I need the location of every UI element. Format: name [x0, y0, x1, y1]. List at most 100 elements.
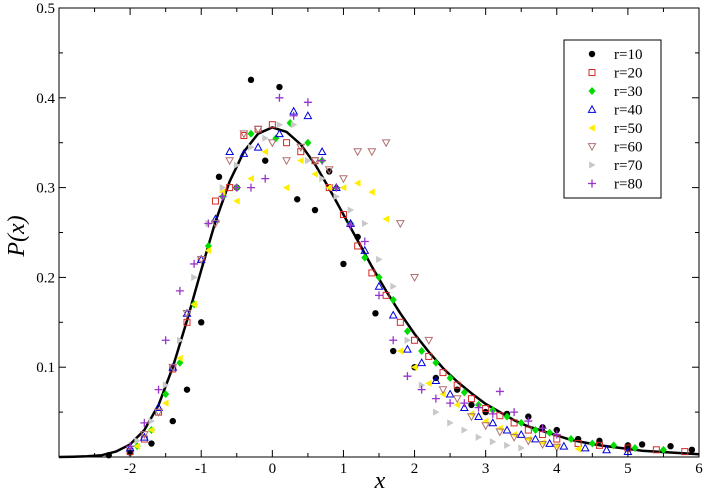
series-r=30 [133, 118, 667, 454]
x-tick-label: 2 [411, 461, 419, 477]
legend-label: r=70 [614, 158, 642, 174]
data-point [404, 336, 412, 344]
data-point [488, 418, 498, 427]
data-point [395, 220, 405, 229]
data-point [210, 214, 220, 223]
data-point [481, 422, 491, 431]
data-point [324, 166, 334, 175]
x-tick-label: -2 [124, 461, 137, 477]
data-point [154, 402, 164, 411]
data-point [290, 121, 298, 129]
data-point [482, 408, 489, 416]
data-point [424, 336, 434, 345]
data-point [396, 347, 404, 355]
data-point [248, 143, 255, 151]
data-point [294, 196, 301, 203]
data-point [176, 354, 183, 362]
data-point [367, 148, 377, 157]
data-point [466, 413, 476, 422]
data-point [376, 255, 383, 264]
data-point [425, 379, 432, 387]
data-point [410, 363, 418, 371]
legend-item: r=50 [588, 121, 642, 137]
y-tick-label: 0.5 [36, 1, 55, 17]
data-point [353, 148, 363, 157]
data-point [332, 183, 341, 192]
data-point [297, 157, 304, 165]
data-point [198, 319, 205, 326]
data-point [275, 93, 284, 102]
data-point [631, 444, 639, 453]
data-point [360, 245, 370, 254]
data-point [253, 125, 263, 134]
x-tick-label: 4 [553, 461, 561, 477]
data-point [354, 179, 361, 187]
data-point [267, 139, 277, 148]
data-point [432, 358, 440, 367]
data-point [247, 183, 255, 192]
data-point [524, 417, 533, 426]
data-point [276, 83, 283, 91]
data-point [482, 405, 490, 413]
legend-label: r=60 [614, 140, 642, 156]
data-point [226, 184, 234, 192]
data-point [474, 411, 484, 420]
data-point [553, 426, 560, 434]
series-r=80 [126, 93, 561, 451]
x-axis-title: x [374, 468, 386, 494]
data-point [417, 358, 427, 367]
data-point [524, 426, 532, 434]
data-point [447, 419, 454, 427]
data-point [346, 221, 355, 230]
data-point [652, 446, 660, 454]
data-point [183, 318, 191, 326]
data-point [381, 139, 391, 148]
data-point [659, 445, 667, 454]
data-point [610, 441, 618, 450]
data-point [253, 142, 263, 151]
data-point [204, 219, 213, 228]
data-point [168, 363, 178, 372]
data-point [531, 426, 539, 435]
data-point [303, 111, 313, 120]
data-point [452, 395, 462, 404]
data-point [382, 215, 389, 223]
data-point [418, 347, 426, 356]
series-r=70 [134, 121, 525, 452]
data-point [140, 418, 149, 427]
data-point [410, 274, 420, 283]
data-point [374, 281, 384, 290]
data-point [262, 157, 269, 164]
legend-marker [588, 179, 596, 188]
x-tick-label: 6 [695, 461, 703, 477]
data-point [504, 441, 511, 449]
data-point [489, 438, 497, 446]
legend-label: r=50 [614, 121, 642, 137]
data-point [688, 446, 696, 454]
data-point [233, 161, 241, 169]
data-point [538, 424, 547, 433]
data-point [339, 211, 347, 219]
legend-item: r=80 [588, 177, 642, 193]
data-point [431, 394, 440, 403]
legend-label: r=40 [614, 103, 642, 119]
data-point [361, 253, 369, 262]
data-point [495, 428, 505, 437]
data-point [311, 170, 318, 178]
data-point [154, 385, 163, 394]
data-point [233, 197, 240, 205]
data-point [340, 260, 347, 268]
legend-box [563, 39, 662, 199]
data-point [183, 386, 191, 393]
data-point [190, 259, 199, 268]
data-point [304, 138, 312, 147]
data-point [461, 426, 468, 434]
data-point [559, 441, 569, 450]
data-point [311, 206, 319, 214]
legend-item: r=30 [588, 84, 642, 100]
data-point [402, 344, 412, 353]
data-point [182, 309, 192, 318]
data-point [538, 441, 548, 450]
data-point [388, 310, 398, 319]
data-point [596, 437, 603, 445]
